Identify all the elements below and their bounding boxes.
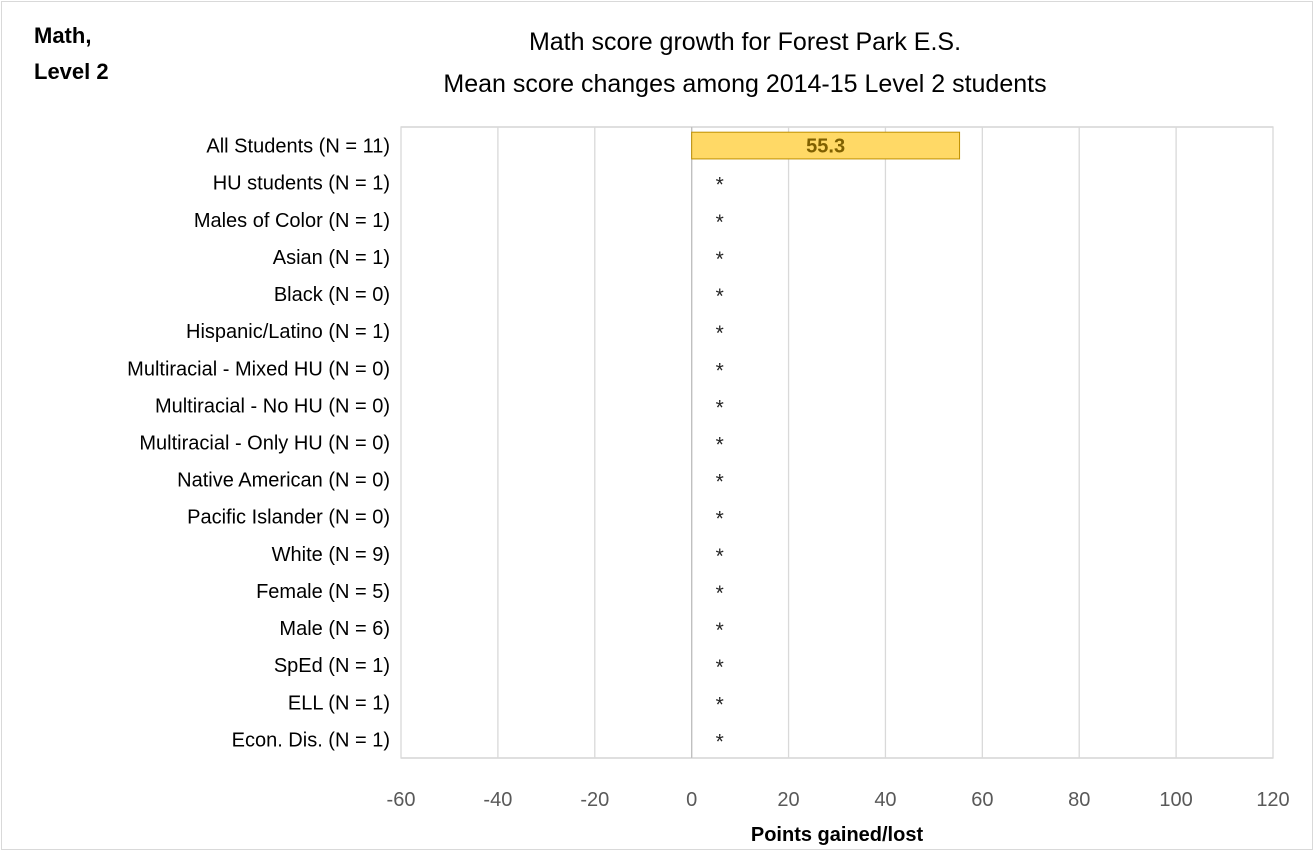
suppressed-value-marker: * (716, 508, 724, 531)
suppressed-value-marker: * (716, 174, 724, 197)
x-tick-label: 100 (1159, 789, 1192, 811)
category-label: Pacific Islander (N = 0) (187, 507, 390, 529)
suppressed-value-marker: * (716, 693, 724, 716)
category-label: Males of Color (N = 1) (194, 210, 390, 232)
suppressed-value-marker: * (716, 211, 724, 234)
subject-level-label: Math, Level 2 (34, 18, 109, 90)
x-axis-title: Points gained/lost (751, 824, 924, 846)
x-tick-label: 40 (874, 789, 896, 811)
suppressed-value-marker: * (716, 471, 724, 494)
category-label: HU students (N = 1) (213, 173, 390, 195)
x-tick-label: 80 (1068, 789, 1090, 811)
x-tick-label: -60 (387, 789, 416, 811)
x-tick-label: 60 (971, 789, 993, 811)
category-label: Multiracial - No HU (N = 0) (155, 395, 390, 417)
category-label: All Students (N = 11) (206, 136, 390, 158)
category-label: Econ. Dis. (N = 1) (232, 729, 390, 751)
chart-subtitle: Mean score changes among 2014-15 Level 2… (443, 70, 1047, 98)
subject-label: Math, (34, 23, 92, 48)
x-tick-label: -40 (483, 789, 512, 811)
category-label: White (N = 9) (272, 544, 390, 566)
category-label: Hispanic/Latino (N = 1) (186, 321, 390, 343)
suppressed-value-marker: * (716, 285, 724, 308)
x-tick-label: 20 (777, 789, 799, 811)
suppressed-value-marker: * (716, 619, 724, 642)
category-label: Multiracial - Mixed HU (N = 0) (127, 358, 390, 380)
category-label: Asian (N = 1) (273, 247, 390, 269)
data-bar (691, 131, 961, 160)
category-label: SpEd (N = 1) (274, 655, 390, 677)
category-label: Black (N = 0) (274, 284, 390, 306)
category-label: Native American (N = 0) (177, 470, 390, 492)
category-label: Male (N = 6) (279, 618, 390, 640)
category-label: Multiracial - Only HU (N = 0) (139, 433, 390, 455)
suppressed-value-marker: * (716, 396, 724, 419)
plot-area (400, 126, 1274, 759)
chart-title: Math score growth for Forest Park E.S. (528, 28, 962, 56)
x-tick-label: 120 (1256, 789, 1289, 811)
suppressed-value-marker: * (716, 656, 724, 679)
category-label: ELL (N = 1) (288, 692, 390, 714)
suppressed-value-marker: * (716, 359, 724, 382)
level-label: Level 2 (34, 59, 109, 84)
category-label: Female (N = 5) (256, 581, 390, 603)
suppressed-value-marker: * (716, 545, 724, 568)
data-label: 55.3 (806, 136, 845, 158)
suppressed-value-marker: * (716, 322, 724, 345)
x-tick-label: 0 (686, 789, 697, 811)
suppressed-value-marker: * (716, 730, 724, 753)
suppressed-value-marker: * (716, 434, 724, 457)
x-tick-label: -20 (580, 789, 609, 811)
suppressed-value-marker: * (716, 248, 724, 271)
suppressed-value-marker: * (716, 582, 724, 605)
